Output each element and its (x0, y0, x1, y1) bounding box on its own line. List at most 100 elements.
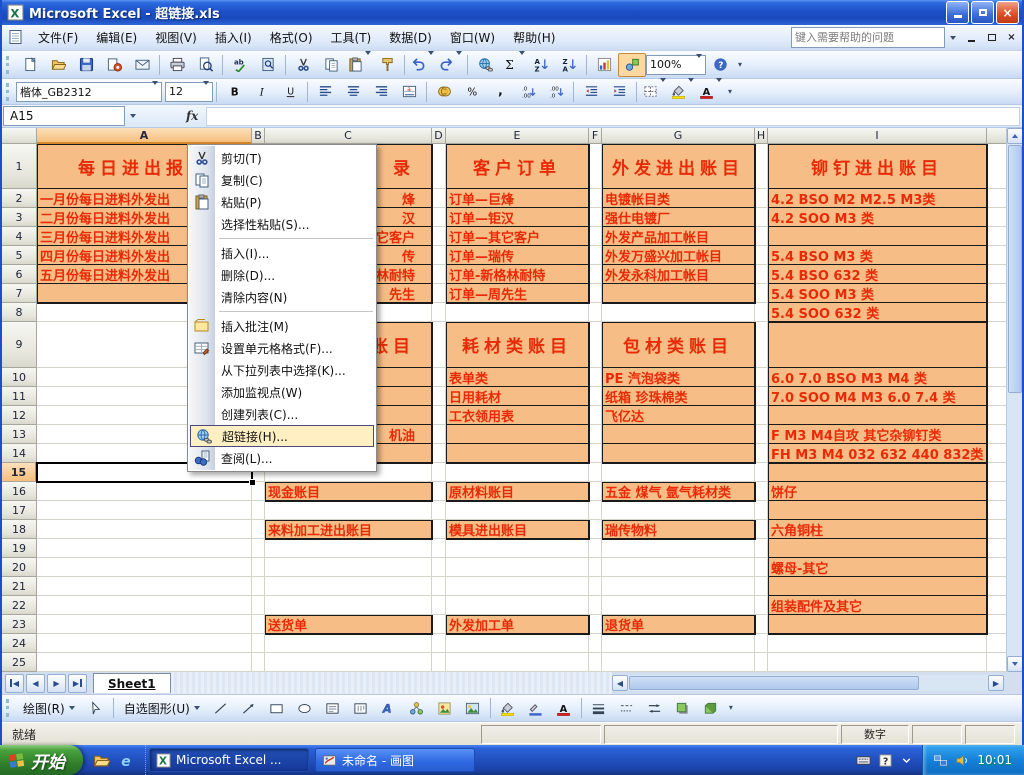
cell-I13[interactable]: F M3 M4自攻 其它杂铆钉类 (768, 425, 987, 444)
currency-button[interactable] (430, 80, 458, 104)
cell-G23[interactable]: 退货单 (602, 615, 755, 634)
cell-D11[interactable] (432, 387, 446, 406)
font-size-dropdown-icon[interactable] (199, 81, 209, 98)
workbook-minimize-button[interactable] (963, 30, 980, 45)
cell-F9[interactable] (589, 322, 602, 368)
menu-item-5[interactable]: 工具(T) (330, 31, 372, 45)
font-dropdown-icon[interactable] (148, 81, 158, 98)
cell-G2[interactable]: 电镀帐目类 (602, 189, 755, 208)
cell-I18[interactable]: 六角铜柱 (768, 520, 987, 539)
cell-D14[interactable] (432, 444, 446, 463)
cell-J24[interactable] (987, 634, 1007, 653)
cell-H19[interactable] (755, 539, 768, 558)
3d-style-button[interactable] (697, 696, 725, 720)
language-help-icon[interactable]: ? (878, 753, 893, 768)
context-menu-item-insert[interactable]: 插入(I)... (189, 242, 375, 264)
row-header-16[interactable]: 16 (2, 482, 37, 501)
cell-F6[interactable] (589, 265, 602, 284)
cell-D17[interactable] (432, 501, 446, 520)
fx-button[interactable]: fx (186, 109, 199, 123)
row-header-6[interactable]: 6 (2, 265, 37, 284)
shadow-style-button[interactable] (669, 696, 697, 720)
cell-I21[interactable] (768, 577, 987, 596)
cell-H18[interactable] (755, 520, 768, 539)
cell-F14[interactable] (589, 444, 602, 463)
row-header-24[interactable]: 24 (2, 634, 37, 653)
tab-scroll-last-icon[interactable]: ▶ (68, 673, 87, 693)
row-header-21[interactable]: 21 (2, 577, 37, 596)
row-header-5[interactable]: 5 (2, 246, 37, 265)
cell-I1[interactable]: 铆钉进出账目 (768, 144, 987, 189)
cell-G25[interactable] (602, 653, 755, 672)
row-header-4[interactable]: 4 (2, 227, 37, 246)
cell-H13[interactable] (755, 425, 768, 444)
cell-H24[interactable] (755, 634, 768, 653)
increase-decimal-button[interactable]: .0.00 (514, 80, 542, 104)
format-painter-button[interactable] (373, 53, 401, 77)
clip-art-button[interactable] (431, 696, 459, 720)
cell-I15[interactable] (768, 463, 987, 482)
print-button[interactable] (163, 53, 191, 77)
cell-F25[interactable] (589, 653, 602, 672)
arrow-style-button[interactable] (641, 696, 669, 720)
cell-D5[interactable] (432, 246, 446, 265)
cell-I2[interactable]: 4.2 BSO M2 M2.5 M3类 (768, 189, 987, 208)
cell-H20[interactable] (755, 558, 768, 577)
cell-E8[interactable] (446, 303, 589, 322)
cell-G4[interactable]: 外发产品加工帐目 (602, 227, 755, 246)
column-header-A[interactable]: A (37, 128, 252, 144)
cell-A20[interactable] (37, 558, 252, 577)
cell-G5[interactable]: 外发万盛兴加工帐目 (602, 246, 755, 265)
cell-E20[interactable] (446, 558, 589, 577)
autoshapes-menu-button[interactable]: 自选图形(U) (117, 698, 207, 719)
picture-button[interactable] (459, 696, 487, 720)
cell-G6[interactable]: 外发永科加工帐目 (602, 265, 755, 284)
column-header-C[interactable]: C (265, 128, 432, 144)
cell-I4[interactable] (768, 227, 987, 246)
cell-E2[interactable]: 订单—巨烽 (446, 189, 589, 208)
menu-item-2[interactable]: 视图(V) (155, 31, 197, 45)
cell-E25[interactable] (446, 653, 589, 672)
cell-D2[interactable] (432, 189, 446, 208)
menu-item-3[interactable]: 插入(I) (214, 31, 252, 45)
cell-C18[interactable]: 来料加工进出账目 (265, 520, 432, 539)
task-button-1[interactable]: 未命名 - 画图 (315, 748, 475, 772)
cell-E15[interactable] (446, 463, 589, 482)
cell-J18[interactable] (987, 520, 1007, 539)
dash-style-button[interactable] (613, 696, 641, 720)
cell-I16[interactable]: 饼仔 (768, 482, 987, 501)
font-name-combo[interactable]: 楷体_GB2312 (16, 81, 162, 102)
cell-B21[interactable] (252, 577, 265, 596)
row-header-8[interactable]: 8 (2, 303, 37, 322)
cell-G24[interactable] (602, 634, 755, 653)
cell-F8[interactable] (589, 303, 602, 322)
vertical-text-box-button[interactable] (347, 696, 375, 720)
cell-B16[interactable] (252, 482, 265, 501)
cell-H17[interactable] (755, 501, 768, 520)
network-tray-icon[interactable] (933, 753, 948, 768)
row-header-9[interactable]: 9 (2, 322, 37, 368)
cell-I12[interactable] (768, 406, 987, 425)
cell-G22[interactable] (602, 596, 755, 615)
cell-D20[interactable] (432, 558, 446, 577)
chart-wizard-button[interactable] (590, 53, 618, 77)
workbook-restore-button[interactable] (983, 30, 1000, 45)
cell-G19[interactable] (602, 539, 755, 558)
cell-C19[interactable] (265, 539, 432, 558)
help-dropdown-icon[interactable] (945, 28, 960, 47)
underline-button[interactable]: U (276, 80, 304, 104)
dropdown-icon[interactable] (714, 78, 722, 101)
cell-G16[interactable]: 五金 煤气 氩气耗材类 (602, 482, 755, 501)
align-left-button[interactable] (311, 80, 339, 104)
font-color-button[interactable]: A (550, 696, 578, 720)
cell-A18[interactable] (37, 520, 252, 539)
cell-J25[interactable] (987, 653, 1007, 672)
cell-G7[interactable] (602, 284, 755, 303)
scroll-right-icon[interactable]: ▶ (988, 675, 1004, 691)
row-header-3[interactable]: 3 (2, 208, 37, 227)
row-header-10[interactable]: 10 (2, 368, 37, 387)
cell-J10[interactable] (987, 368, 1007, 387)
row-header-25[interactable]: 25 (2, 653, 37, 672)
font-size-combo[interactable]: 12 (165, 81, 213, 102)
cell-F5[interactable] (589, 246, 602, 265)
